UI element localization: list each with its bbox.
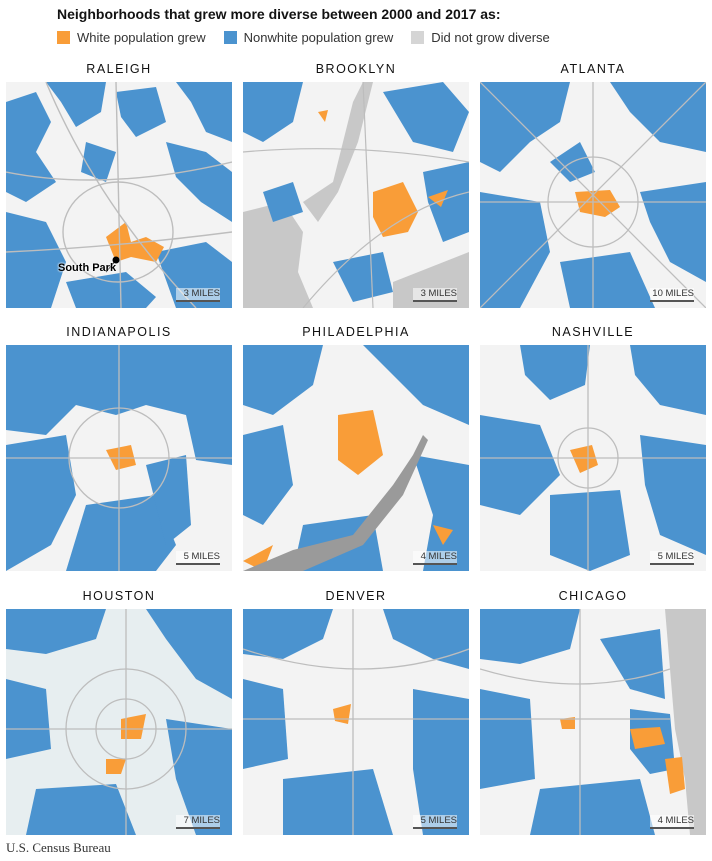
scale-bar: 3 MILES [176,288,220,302]
legend-label: White population grew [77,29,206,45]
scale-bar: 5 MILES [413,815,457,829]
map-atlanta[interactable]: 10 MILES [480,82,706,308]
panel-title: HOUSTON [82,589,156,603]
panel-title: INDIANAPOLIS [66,325,172,339]
chart-headline: Neighborhoods that grew more diverse bet… [57,6,501,22]
map-houston[interactable]: 7 MILES [6,609,232,835]
scale-bar: 5 MILES [650,551,694,565]
map-brooklyn[interactable]: 3 MILES [243,82,469,308]
panel-title: PHILADELPHIA [302,325,410,339]
legend-item-no-change: Did not grow diverse [411,30,550,45]
panel-title: NASHVILLE [551,325,635,339]
legend-swatch-blue [223,30,237,44]
scale-bar: 10 MILES [650,288,694,302]
map-indianapolis[interactable]: 5 MILES [6,345,232,571]
legend-item-white-grew: White population grew [57,30,206,45]
legend-label: Nonwhite population grew [243,29,394,45]
panel-title: BROOKLYN [315,62,397,76]
scale-bar: 5 MILES [176,551,220,565]
legend-item-nonwhite-grew: Nonwhite population grew [223,29,394,45]
panel-title: RALEIGH [86,62,152,76]
panel-title: CHICAGO [558,589,628,603]
legend-swatch-orange [57,30,70,44]
map-nashville[interactable]: 5 MILES [480,345,706,571]
scale-bar: 7 MILES [176,815,220,829]
map-philadelphia[interactable]: 4 MILES [243,345,469,571]
map-raleigh[interactable]: South Park 3 MILES [6,82,232,308]
scale-bar: 4 MILES [413,551,457,565]
callout-south-park: South Park [58,262,117,274]
panel-title: ATLANTA [560,62,626,76]
scale-bar: 3 MILES [413,288,457,302]
legend: White population grew Nonwhite populatio… [57,29,568,45]
legend-label: Did not grow diverse [431,29,550,45]
legend-swatch-gray [411,30,425,44]
map-denver[interactable]: 5 MILES [243,609,469,835]
source-credit: U.S. Census Bureau [6,840,111,855]
panel-title: DENVER [325,589,387,603]
scale-bar: 4 MILES [650,815,694,829]
map-chicago[interactable]: 4 MILES [480,609,706,835]
